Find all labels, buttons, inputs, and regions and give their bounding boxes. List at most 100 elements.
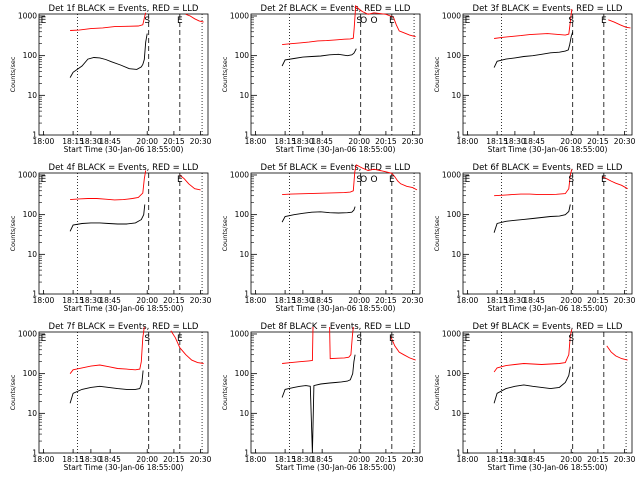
flag-marker: O [370, 16, 377, 26]
y-tick-label: 1 [244, 131, 249, 140]
x-tick-label: 20:00 [560, 137, 582, 146]
panel-title: Det 1f BLACK = Events, RED = LLD [49, 4, 199, 14]
x-tick-label: 20:30 [402, 296, 424, 305]
flag-marker: S [356, 175, 362, 185]
y-tick-label: 10 [27, 250, 37, 259]
lld-series-line [608, 19, 631, 29]
panel-title: Det 2f BLACK = Events, RED = LLD [261, 4, 411, 14]
y-tick-label: 1 [456, 449, 461, 458]
detector-panel: Det 7f BLACK = Events, RED = LLD 1 10 100 10… [9, 322, 212, 472]
y-tick-label: 10 [239, 409, 249, 418]
flag-marker: E [41, 334, 47, 344]
x-axis-label: Start Time (30-Jan-06 18:55:00) [488, 463, 608, 472]
x-axis-label: Start Time (30-Jan-06 18:55:00) [276, 304, 396, 313]
lld-series-line [389, 335, 416, 361]
x-tick-label: 18:00 [245, 137, 267, 146]
y-axis-label: Counts/sec [9, 56, 17, 92]
y-tick-label: 1000 [442, 170, 461, 179]
x-tick-label: 20:30 [614, 296, 636, 305]
y-tick-label: 100 [23, 210, 38, 219]
y-tick-label: 1000 [18, 329, 37, 338]
x-tick-label: 18:15 [274, 296, 296, 305]
x-axis-label: Start Time (30-Jan-06 18:55:00) [488, 145, 608, 154]
events-series-line [493, 204, 571, 233]
x-tick-label: 18:45 [523, 455, 545, 464]
x-tick-label: 18:15 [486, 455, 508, 464]
flag-marker: E [389, 334, 395, 344]
y-tick-label: 10 [451, 91, 461, 100]
y-tick-label: 10 [27, 91, 37, 100]
x-tick-label: 20:15 [163, 296, 185, 305]
x-tick-label: 18:45 [99, 296, 121, 305]
events-series-line [493, 366, 571, 404]
flag-marker: E [465, 175, 471, 185]
detector-panel: Det 4f BLACK = Events, RED = LLD 1 10 100 10… [9, 163, 212, 313]
x-tick-label: 20:15 [587, 455, 609, 464]
flag-marker: S [568, 16, 574, 26]
flag-marker: S [568, 175, 574, 185]
flag-marker: E [601, 16, 607, 26]
x-tick-label: 18:00 [33, 137, 55, 146]
x-tick-label: 20:00 [136, 137, 158, 146]
y-tick-label: 1000 [18, 11, 37, 20]
x-tick-label: 20:15 [163, 137, 185, 146]
x-tick-label: 18:00 [457, 137, 479, 146]
lld-series-line [602, 176, 628, 190]
panel-title: Det 8f BLACK = Events, RED = LLD [261, 322, 411, 332]
x-tick-label: 18:00 [33, 455, 55, 464]
panel-title: Det 7f BLACK = Events, RED = LLD [49, 322, 199, 332]
flag-marker: E [601, 175, 607, 185]
events-series-line [281, 206, 356, 223]
flag-marker: E [41, 175, 47, 185]
detector-panel: Det 5f BLACK = Events, RED = LLD 1 10 100 10… [221, 163, 424, 313]
flag-marker: S [144, 16, 150, 26]
panel-title: Det 9f BLACK = Events, RED = LLD [473, 322, 623, 332]
x-tick-label: 18:30 [80, 455, 102, 464]
flag-marker: E [465, 16, 471, 26]
plot-frame [462, 331, 633, 454]
x-tick-label: 18:30 [292, 455, 314, 464]
lld-series-line [69, 326, 145, 374]
lld-series-line [606, 345, 628, 361]
y-tick-label: 100 [23, 51, 38, 60]
lld-series-line [170, 330, 204, 364]
plot-frame [462, 13, 633, 136]
detector-panel: Det 9f BLACK = Events, RED = LLD 1 10 100 10… [433, 322, 636, 472]
x-tick-label: 18:45 [311, 137, 333, 146]
plot-frame [250, 331, 421, 454]
x-tick-label: 20:30 [402, 455, 424, 464]
lld-series-line [70, 12, 147, 31]
flag-marker: O [360, 175, 367, 185]
events-series-line [281, 48, 357, 67]
lld-series-line [329, 326, 354, 360]
y-tick-label: 1 [456, 290, 461, 299]
detector-panel: Det 1f BLACK = Events, RED = LLD 1 10 100 10… [9, 4, 212, 154]
flag-marker: O [360, 16, 367, 26]
x-tick-label: 20:30 [614, 455, 636, 464]
x-tick-label: 18:45 [523, 137, 545, 146]
events-series-line [69, 33, 148, 78]
y-tick-label: 1 [244, 449, 249, 458]
plot-frame [38, 331, 209, 454]
detector-panel: Det 6f BLACK = Events, RED = LLD 1 10 100 10… [433, 163, 636, 313]
x-tick-label: 18:00 [33, 296, 55, 305]
lld-series-line [494, 169, 573, 197]
x-tick-label: 20:15 [163, 455, 185, 464]
y-axis-label: Counts/sec [221, 374, 229, 410]
flag-marker: O [370, 175, 377, 185]
y-tick-label: 10 [239, 250, 249, 259]
y-tick-label: 1 [32, 131, 37, 140]
x-axis-label: Start Time (30-Jan-06 18:55:00) [64, 463, 184, 472]
y-tick-label: 1 [244, 290, 249, 299]
x-tick-label: 20:15 [375, 296, 397, 305]
x-axis-label: Start Time (30-Jan-06 18:55:00) [276, 145, 396, 154]
lld-series-line [282, 164, 418, 196]
y-tick-label: 10 [239, 91, 249, 100]
events-series-line [69, 370, 144, 404]
x-tick-label: 18:30 [80, 296, 102, 305]
x-tick-label: 20:30 [190, 455, 212, 464]
flag-marker: S [356, 16, 362, 26]
y-tick-label: 1000 [442, 329, 461, 338]
x-tick-label: 18:30 [504, 455, 526, 464]
